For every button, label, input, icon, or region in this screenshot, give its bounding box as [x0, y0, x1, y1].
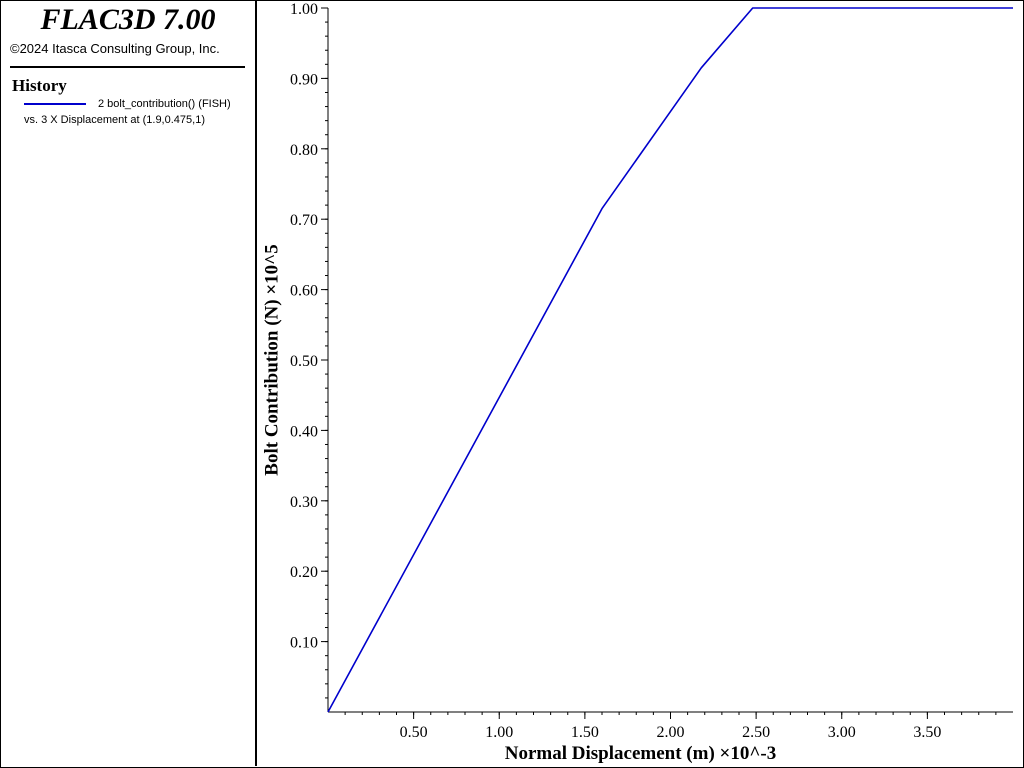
app-title: FLAC3D 7.00 — [40, 3, 216, 36]
y-tick-label: 0.90 — [290, 71, 318, 88]
major-ticks — [321, 7, 928, 719]
x-tick-label: 2.00 — [657, 724, 685, 741]
copyright-text: ©2024 Itasca Consulting Group, Inc. — [10, 41, 220, 56]
series-layer — [327, 7, 1013, 713]
legend-entry-vs-label: vs. 3 X Displacement at (1.9,0.475,1) — [24, 114, 205, 126]
y-tick-label: 0.30 — [290, 494, 318, 511]
plot-area: 0.50 1.00 1.50 2.00 2.50 3.00 3.50 0.10 0.20 0.30… — [261, 1, 1013, 764]
x-tick-label: 0.50 — [400, 724, 428, 741]
x-tick-label: 2.50 — [742, 724, 770, 741]
tick-labels: 0.50 1.00 1.50 2.00 2.50 3.00 3.50 0.10 0.20 0.30… — [290, 1, 941, 741]
x-tick-label: 1.50 — [571, 724, 599, 741]
x-axis-title: Normal Displacement (m) ×10^-3 — [505, 743, 776, 764]
x-tick-label: 1.00 — [485, 724, 513, 741]
y-tick-label: 0.50 — [290, 353, 318, 370]
y-tick-label: 0.70 — [290, 212, 318, 229]
y-tick-label: 0.80 — [290, 142, 318, 159]
series-line — [327, 7, 1013, 713]
x-tick-label: 3.00 — [828, 724, 856, 741]
legend-swatch-line — [24, 103, 86, 105]
y-tick-label: 1.00 — [290, 1, 318, 18]
y-tick-label: 0.40 — [290, 423, 318, 440]
title-divider — [10, 66, 245, 68]
y-tick-label: 0.60 — [290, 283, 318, 300]
x-tick-label: 3.50 — [913, 724, 941, 741]
y-tick-label: 0.10 — [290, 635, 318, 652]
history-section-title: History — [12, 76, 67, 95]
y-axis-title: Bolt Contribution (N) ×10^5 — [261, 244, 282, 475]
y-tick-label: 0.20 — [290, 564, 318, 581]
legend-entry-label: 2 bolt_contribution() (FISH) — [98, 98, 231, 110]
legend-panel: FLAC3D 7.00 ©2024 Itasca Consulting Grou… — [1, 1, 257, 766]
